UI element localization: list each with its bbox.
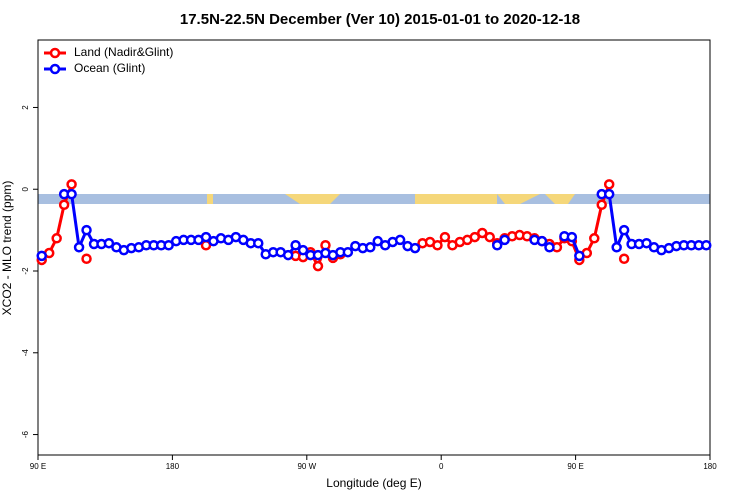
y-tick-label: 2 <box>21 105 30 110</box>
point <box>66 188 77 200</box>
x-tick-label: 0 <box>439 462 444 471</box>
point <box>73 242 85 253</box>
point <box>544 242 555 253</box>
y-tick-label: -4 <box>21 349 30 357</box>
point <box>611 242 622 253</box>
point <box>596 199 607 211</box>
point <box>200 231 212 243</box>
point <box>312 260 324 272</box>
point <box>103 237 115 249</box>
point <box>566 231 578 243</box>
point <box>618 253 630 264</box>
x-tick-label: 90 W <box>297 462 316 471</box>
point <box>394 234 406 246</box>
point <box>499 234 510 246</box>
point <box>290 240 301 251</box>
point <box>439 231 451 243</box>
x-tick-label: 180 <box>703 462 717 471</box>
point <box>432 240 443 251</box>
point <box>163 240 174 251</box>
point <box>297 244 309 256</box>
point <box>66 179 77 190</box>
point <box>51 233 62 244</box>
y-axis-title: XCO2 - MLO trend (ppm) <box>0 181 14 316</box>
point <box>365 242 376 253</box>
point <box>603 188 615 200</box>
point <box>641 237 652 249</box>
point <box>81 224 92 236</box>
x-axis-title: Longitude (deg E) <box>326 476 421 490</box>
point <box>58 199 70 211</box>
chart-title: 17.5N-22.5N December (Ver 10) 2015-01-01… <box>180 11 580 28</box>
legend-label: Ocean (Glint) <box>74 61 145 75</box>
point <box>372 235 383 247</box>
point <box>409 242 421 254</box>
point <box>253 237 264 249</box>
point <box>491 240 503 251</box>
point <box>342 246 354 258</box>
legend-marker <box>49 63 61 75</box>
point <box>81 253 92 264</box>
x-tick-label: 90 E <box>567 462 583 471</box>
point <box>477 227 488 239</box>
point <box>536 235 548 247</box>
x-tick-label: 90 E <box>30 462 46 471</box>
y-tick-label: -2 <box>21 267 30 275</box>
point <box>701 240 712 251</box>
point <box>484 231 495 243</box>
x-tick-label: 180 <box>166 462 180 471</box>
point <box>469 231 481 243</box>
y-tick-label: -6 <box>21 430 30 438</box>
point <box>574 250 585 262</box>
y-tick-label: 0 <box>21 186 30 191</box>
legend-label: Land (Nadir&Glint) <box>74 45 173 59</box>
land-ocean-strip <box>38 194 710 204</box>
point <box>603 179 615 190</box>
point <box>36 250 47 262</box>
point <box>589 233 600 244</box>
point <box>282 249 294 261</box>
point <box>618 224 630 236</box>
legend-marker <box>49 47 61 59</box>
